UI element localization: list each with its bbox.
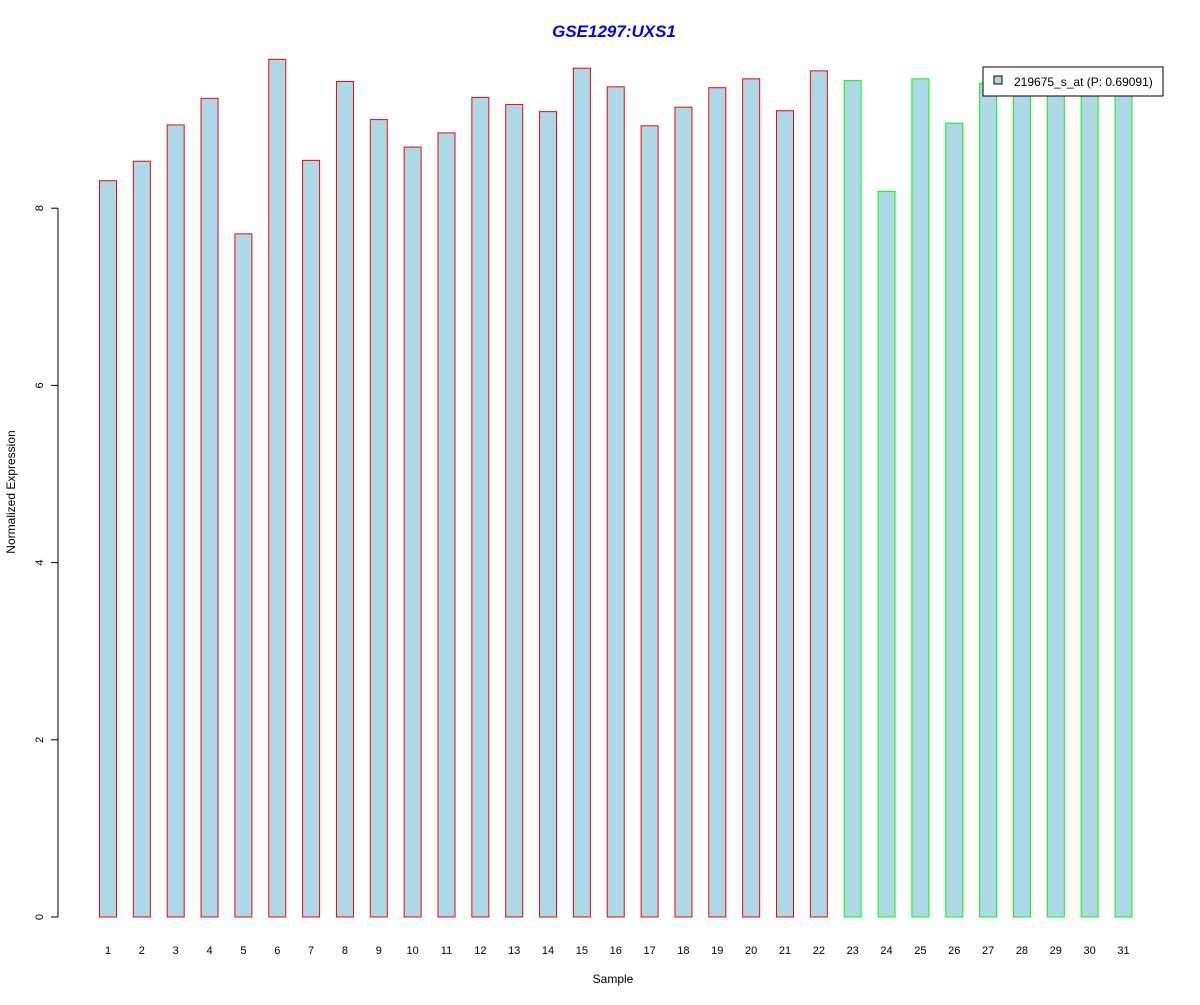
bar-sample-23 bbox=[843, 80, 862, 918]
x-tick-label: 20 bbox=[745, 945, 757, 957]
bar-sample-8 bbox=[335, 81, 354, 918]
x-tick-label: 9 bbox=[376, 945, 382, 957]
x-tick-label: 4 bbox=[206, 945, 212, 957]
y-axis-label: Normalized Expression bbox=[4, 430, 18, 553]
x-tick-label: 31 bbox=[1117, 945, 1129, 957]
x-tick-label: 3 bbox=[173, 945, 179, 957]
legend-swatch bbox=[993, 75, 1003, 85]
bar-sample-31 bbox=[1114, 83, 1133, 918]
y-tick-label: 0 bbox=[34, 914, 46, 920]
x-tick-label: 16 bbox=[610, 945, 622, 957]
y-tick-label: 6 bbox=[34, 382, 46, 388]
bars bbox=[99, 58, 1133, 918]
bar-sample-6 bbox=[268, 58, 287, 918]
x-axis-label: Sample bbox=[593, 972, 634, 986]
x-tick-label: 14 bbox=[542, 945, 554, 957]
x-tick-label: 26 bbox=[948, 945, 960, 957]
x-tick-label: 13 bbox=[508, 945, 520, 957]
bar-sample-12 bbox=[471, 96, 490, 918]
x-tick-label: 27 bbox=[982, 945, 994, 957]
x-tick-label: 11 bbox=[441, 945, 452, 957]
bar-sample-28 bbox=[1012, 83, 1031, 918]
y-tick-label: 2 bbox=[34, 737, 46, 743]
bar-sample-13 bbox=[505, 104, 524, 918]
x-tick-label: 18 bbox=[677, 945, 689, 957]
x-tick-label: 12 bbox=[474, 945, 486, 957]
x-tick-label: 17 bbox=[643, 945, 655, 957]
x-tick-label: 2 bbox=[139, 945, 145, 957]
bar-sample-2 bbox=[132, 160, 151, 918]
bar-sample-29 bbox=[1046, 83, 1065, 918]
bar-sample-19 bbox=[708, 87, 727, 918]
x-tick-label: 24 bbox=[880, 945, 892, 957]
legend-label: 219675_s_at (P: 0.69091) bbox=[1014, 75, 1153, 89]
x-tick-label: 19 bbox=[711, 945, 723, 957]
x-tick-label: 22 bbox=[813, 945, 825, 957]
bar-sample-15 bbox=[572, 67, 591, 918]
x-tick-label: 29 bbox=[1050, 945, 1062, 957]
bar-sample-5 bbox=[234, 233, 253, 918]
x-tick-label: 5 bbox=[240, 945, 246, 957]
y-tick-label: 4 bbox=[34, 560, 46, 566]
y-axis: 0 2 4 6 8 bbox=[34, 205, 59, 920]
legend-box bbox=[982, 66, 1164, 97]
legend: 219675_s_at (P: 0.69091) bbox=[982, 66, 1164, 97]
bar-sample-3 bbox=[166, 124, 185, 918]
y-tick-label: 8 bbox=[34, 205, 46, 211]
bar-sample-30 bbox=[1080, 83, 1099, 918]
bar-sample-25 bbox=[911, 78, 930, 918]
bar-sample-21 bbox=[776, 110, 794, 918]
bar-sample-4 bbox=[200, 97, 219, 918]
chart-title: GSE1297:UXS1 bbox=[552, 22, 676, 41]
x-tick-label: 23 bbox=[847, 945, 859, 957]
bar-sample-22 bbox=[809, 70, 828, 918]
x-tick-label: 21 bbox=[779, 945, 791, 957]
x-tick-label: 7 bbox=[308, 945, 314, 957]
bar-sample-24 bbox=[877, 190, 896, 918]
bar-sample-27 bbox=[979, 82, 998, 918]
bar-sample-20 bbox=[742, 78, 761, 918]
x-tick-label: 25 bbox=[914, 945, 926, 957]
bar-sample-10 bbox=[403, 146, 422, 918]
bar-sample-16 bbox=[606, 86, 625, 918]
bar-sample-14 bbox=[539, 111, 558, 918]
bar-sample-18 bbox=[674, 106, 693, 918]
bar-sample-7 bbox=[302, 159, 321, 918]
bar-sample-9 bbox=[369, 119, 388, 918]
x-tick-label: 28 bbox=[1016, 945, 1028, 957]
x-tick-label: 6 bbox=[274, 945, 280, 957]
bar-sample-1 bbox=[99, 180, 117, 918]
bar-sample-11 bbox=[437, 132, 456, 918]
x-tick-label: 30 bbox=[1084, 945, 1096, 957]
bar-sample-26 bbox=[945, 122, 964, 918]
x-tick-label: 8 bbox=[342, 945, 348, 957]
x-tick-labels: 1 2 3 4 5 6 7 8 9 10 11 12 13 14 15 16 17 18 19 20 21 22 23 24 2… bbox=[105, 945, 1130, 957]
x-tick-label: 10 bbox=[407, 945, 419, 957]
x-tick-label: 15 bbox=[576, 945, 588, 957]
bar-sample-17 bbox=[640, 125, 659, 918]
x-tick-label: 1 bbox=[105, 945, 111, 957]
